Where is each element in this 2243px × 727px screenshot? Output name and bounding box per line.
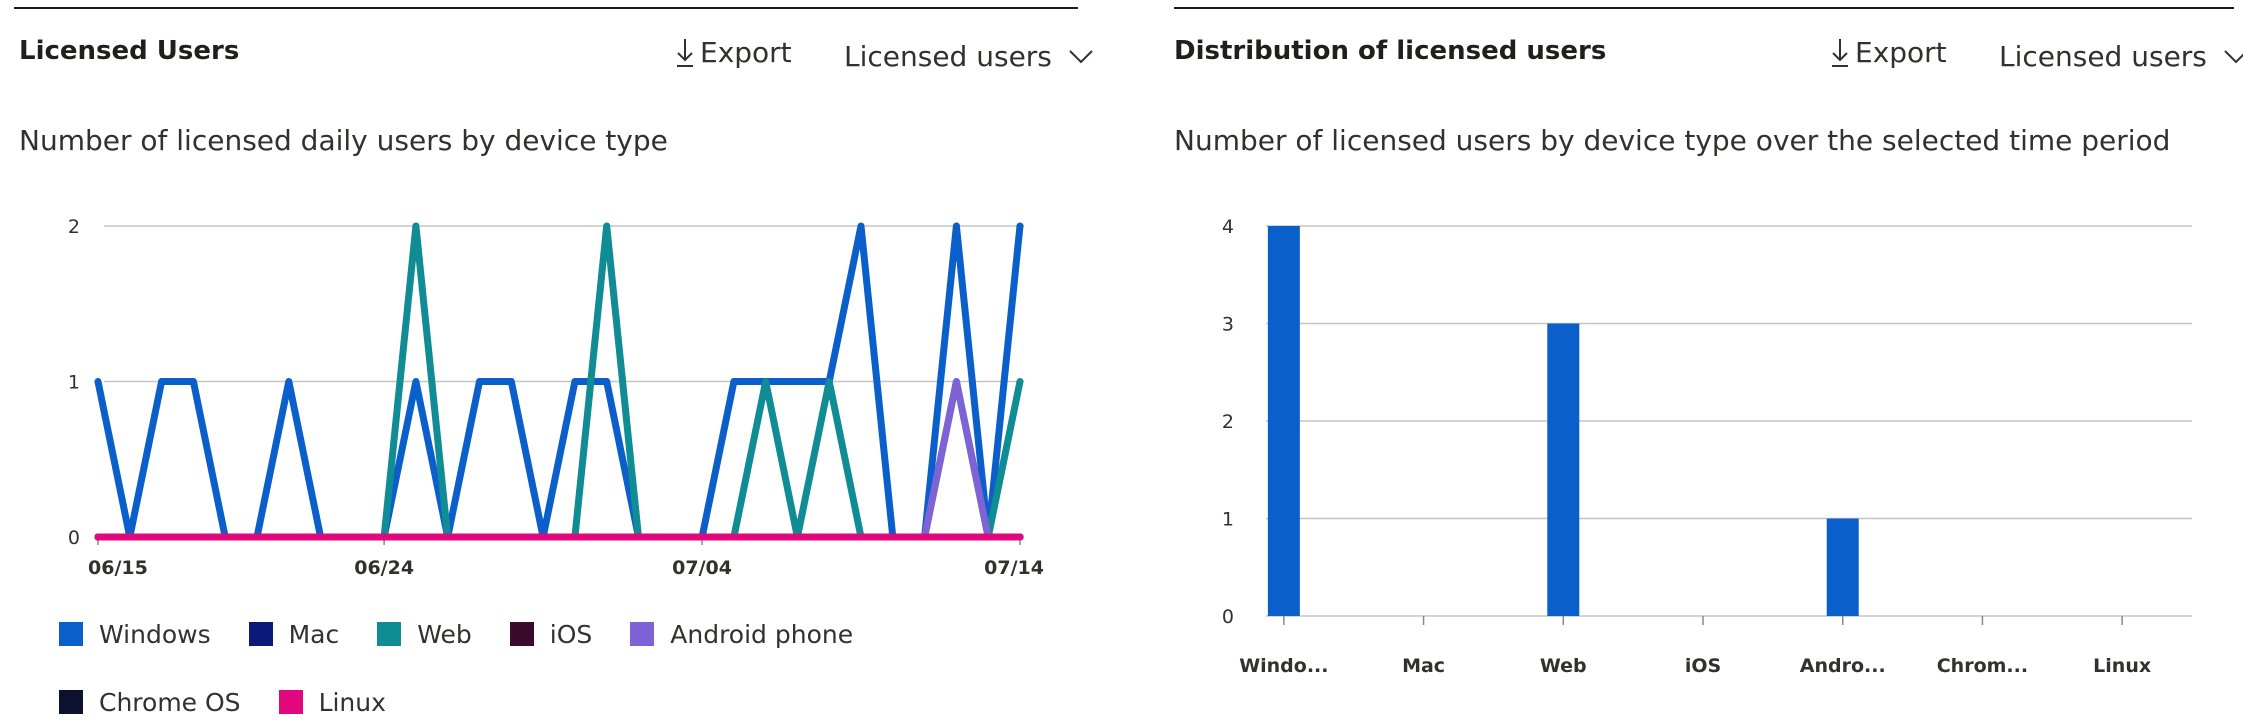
y-tick-label: 2 [1222,411,1234,433]
chart-legend: Windows Mac Web iOS Android phone Chrome OS Li… [59,619,1059,717]
chevron-down-icon [2224,49,2243,63]
legend-swatch [248,622,273,646]
metric-dropdown[interactable]: Licensed users [1999,40,2243,73]
chart-subtitle: Number of licensed users by device type … [1174,124,2171,157]
export-label: Export [1855,36,1947,69]
metric-dropdown[interactable]: Licensed users [844,40,1094,73]
distribution-panel: Distribution of licensed users Export Li… [1174,0,2243,727]
y-tick-label: 1 [1222,509,1234,531]
x-tick-label: Linux [2093,655,2151,677]
dropdown-label: Licensed users [1999,40,2207,73]
x-tick-label: Andro... [1800,655,1886,677]
bar-chart: 0 1 2 3 4 Windo... Mac Web iOS Andro... Chrom... Li… [1222,216,2192,677]
y-tick-label: 0 [68,527,80,549]
legend-item-mac[interactable]: Mac [248,619,340,649]
legend-swatch [59,622,83,646]
export-button[interactable]: Export [1829,36,1947,70]
chevron-down-icon [1069,49,1093,63]
x-tick-label: Web [1540,655,1587,677]
legend-label: Linux [318,687,386,717]
y-tick-label: 1 [68,372,80,394]
legend-swatch [377,622,402,646]
legend-item-windows[interactable]: Windows [59,619,211,649]
legend-item-chrome-os[interactable]: Chrome OS [59,687,241,717]
panel-title: Distribution of licensed users [1174,36,1607,66]
legend-swatch [630,622,655,646]
bar-windo [1267,226,1300,616]
legend-label: Mac [288,619,340,649]
y-tick-label: 3 [1222,314,1234,336]
legend-item-web[interactable]: Web [377,619,472,649]
bar-andro [1826,518,1859,616]
legend-item-linux[interactable]: Linux [278,687,386,717]
legend-label: Web [417,619,472,649]
y-tick-label: 4 [1222,216,1234,238]
export-button[interactable]: Export [674,36,792,70]
legend-swatch [59,690,83,714]
bar-web [1547,323,1580,616]
panel-top-divider [14,7,1078,9]
legend-label: Android phone [670,619,854,649]
legend-label: iOS [549,619,593,649]
y-tick-label: 0 [1222,606,1234,628]
chart-subtitle: Number of licensed daily users by device… [19,124,668,157]
panel-title: Licensed Users [19,36,240,66]
x-tick-label: 06/15 [88,557,148,579]
x-tick-label: iOS [1685,655,1721,677]
x-tick-label: Windo... [1239,655,1328,677]
x-tick-label: 07/14 [984,557,1044,579]
download-icon [1832,39,1848,67]
legend-item-ios[interactable]: iOS [509,619,593,649]
x-tick-label: 07/04 [672,557,732,579]
line-chart: 0 1 2 06/15 06/24 07/04 07/14 [68,216,1044,579]
legend-label: Windows [99,619,211,649]
panel-top-divider [1174,7,2234,9]
x-tick-label: Chrom... [1937,655,2028,677]
dropdown-label: Licensed users [844,40,1052,73]
legend-swatch [509,622,534,646]
legend-item-android-phone[interactable]: Android phone [630,619,854,649]
legend-swatch [278,690,303,714]
download-icon [677,39,693,67]
y-tick-label: 2 [68,216,80,238]
legend-label: Chrome OS [99,687,241,717]
x-tick-label: 06/24 [354,557,414,579]
x-tick-label: Mac [1402,655,1445,677]
export-label: Export [700,36,792,69]
licensed-users-panel: Licensed Users Export Licensed users Num… [14,0,1093,727]
